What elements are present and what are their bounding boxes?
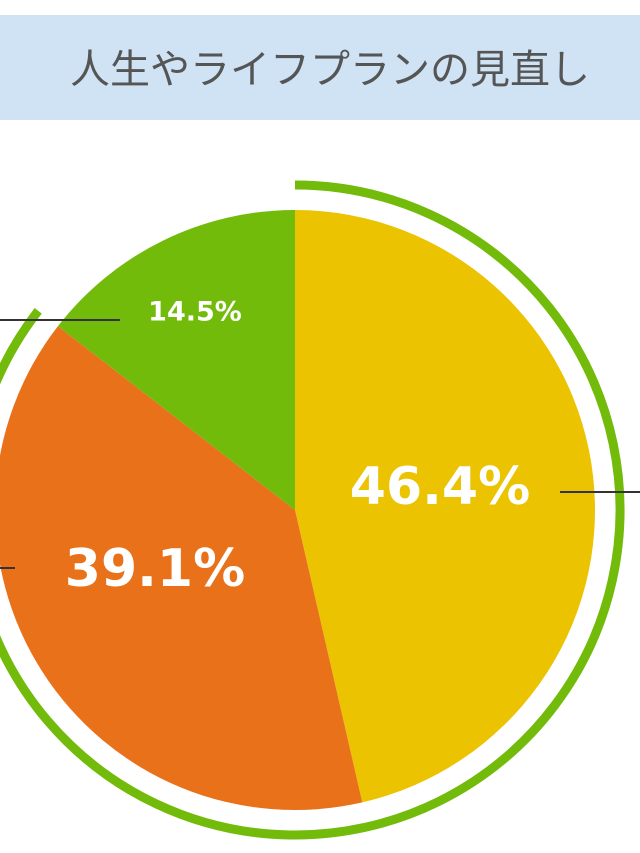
pie-slice	[57, 210, 296, 510]
title-banner	[0, 15, 640, 120]
data-label: 46.4%	[350, 457, 530, 517]
data-label: 39.1%	[65, 539, 245, 599]
data-label: 14.5%	[148, 297, 242, 328]
highlight-arc	[0, 180, 625, 840]
chart-title: 人生やライフプランの見直し	[70, 47, 590, 93]
pie: 46.4% 39.1% 14.5%	[0, 180, 625, 840]
pie-slice	[295, 210, 596, 803]
pie-slice	[0, 326, 363, 810]
